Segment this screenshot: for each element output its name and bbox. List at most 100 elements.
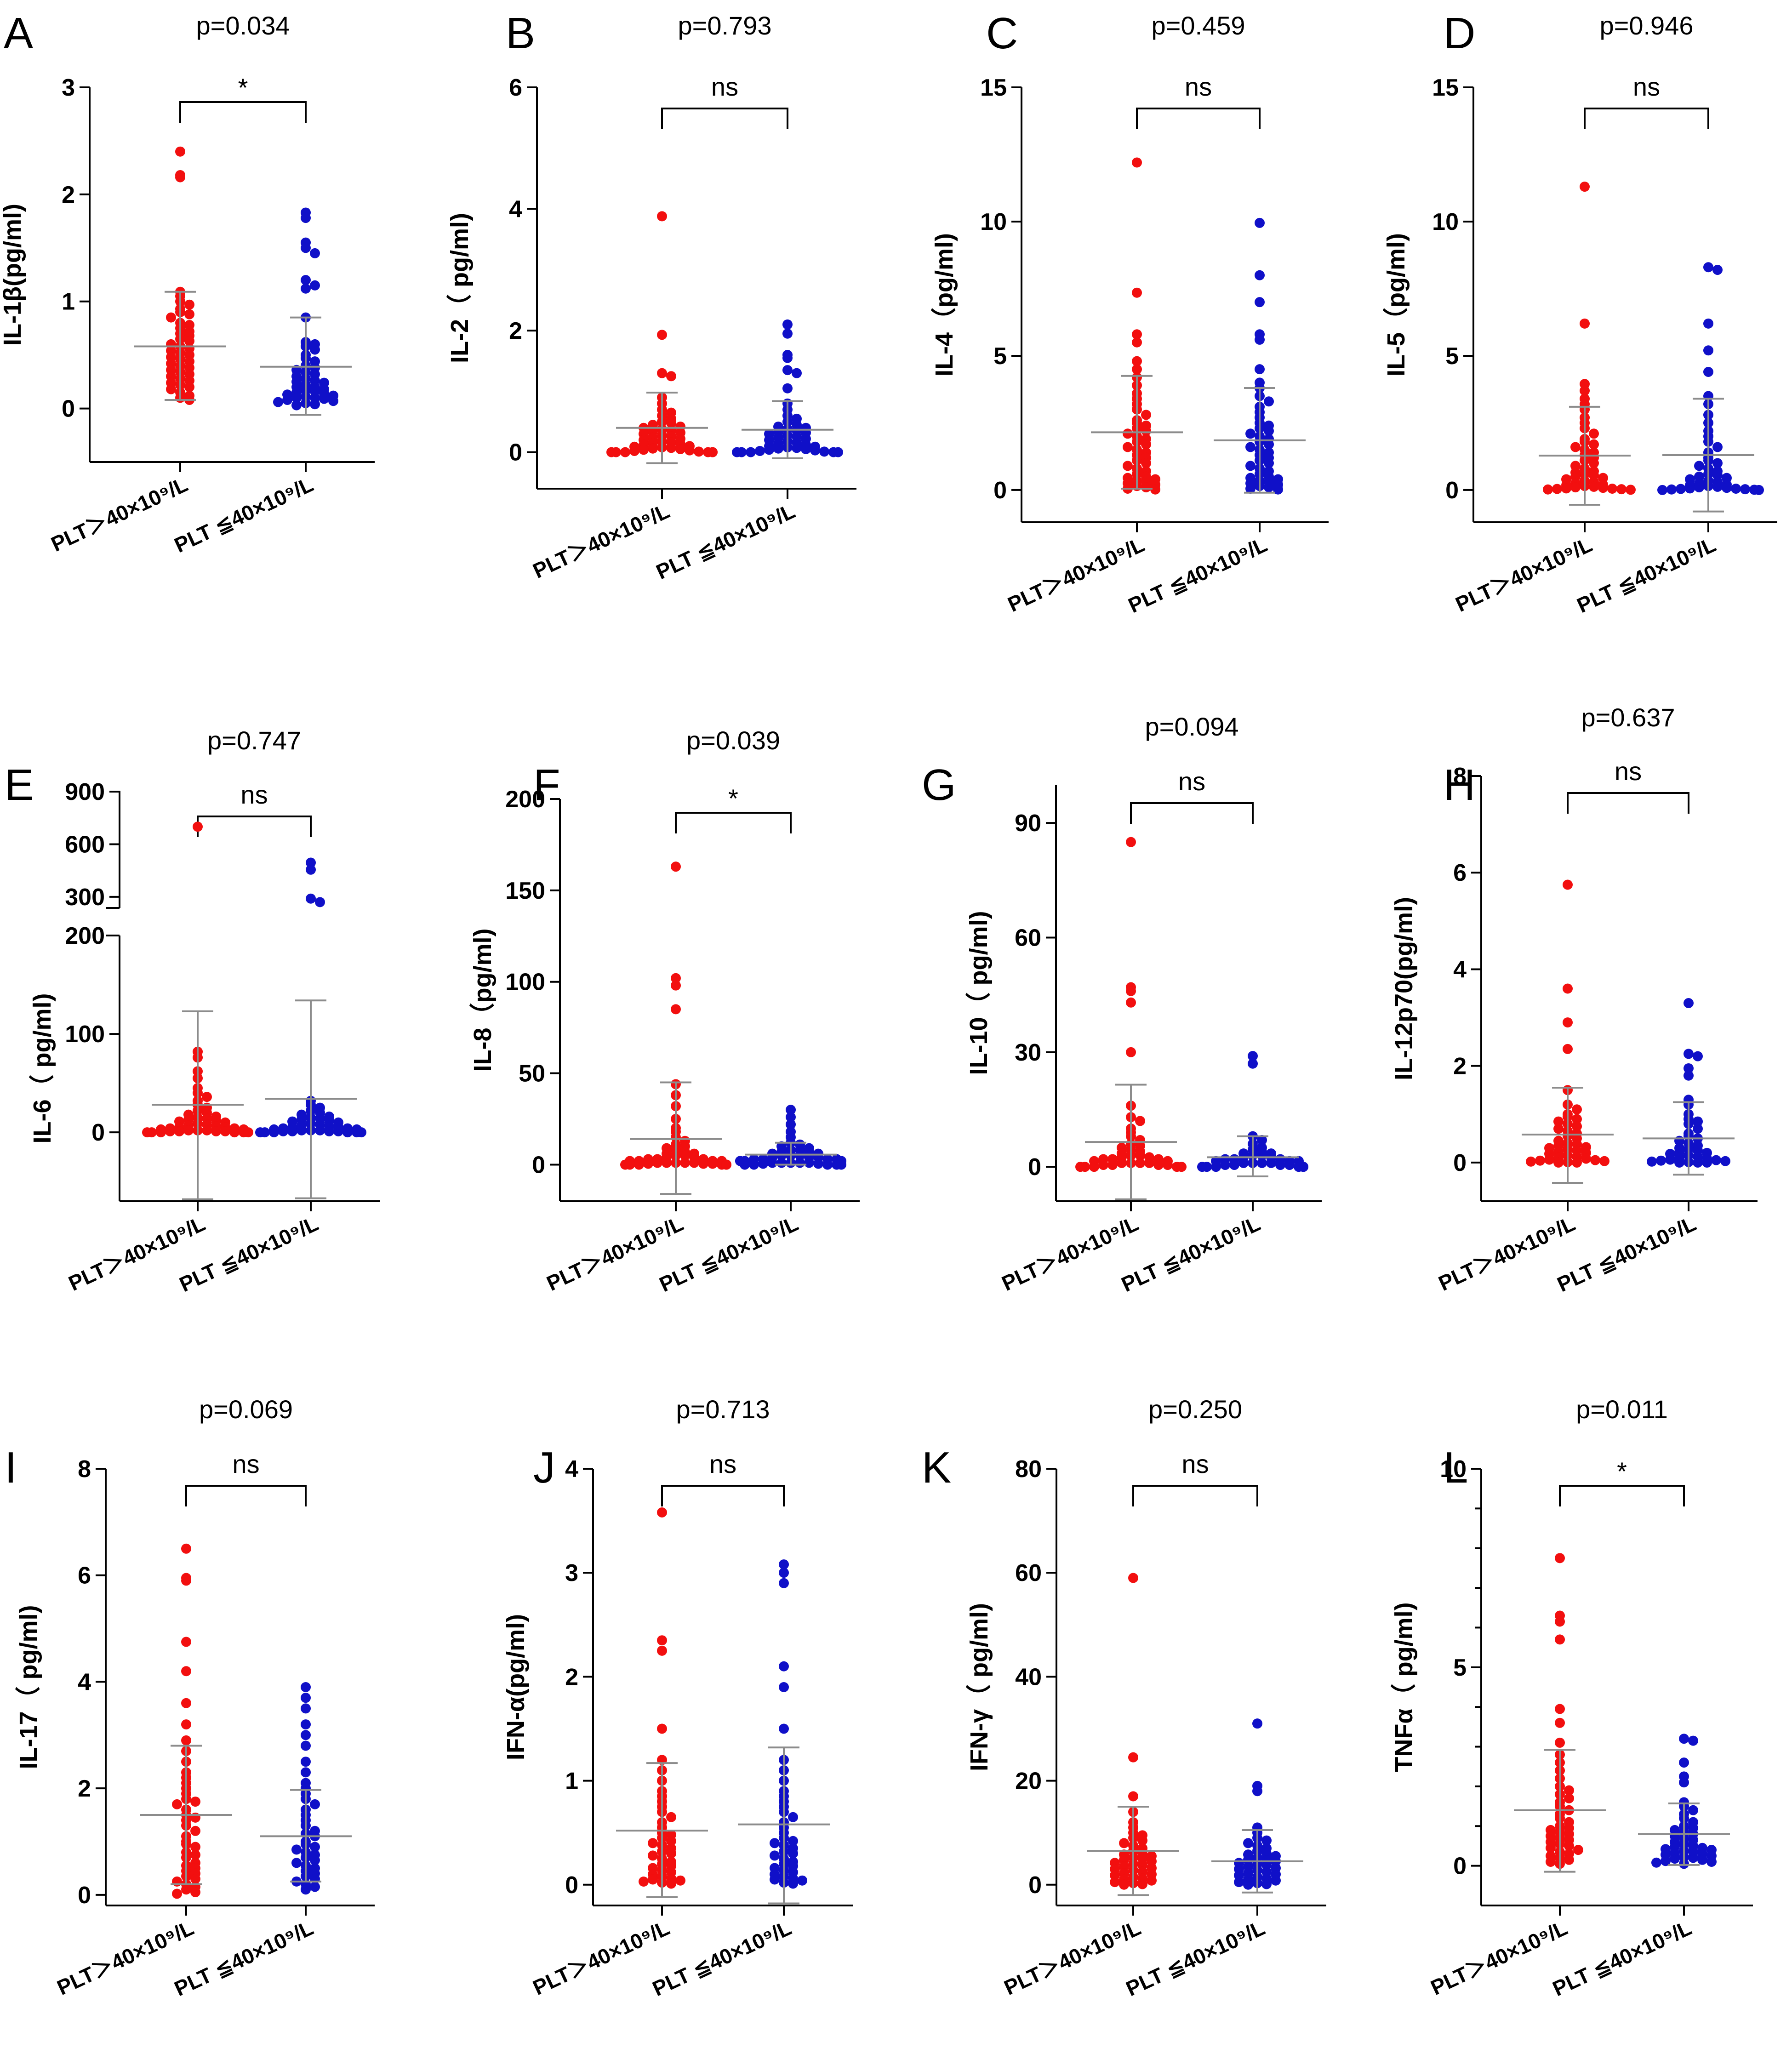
data-point [1553, 1157, 1564, 1168]
data-point [243, 1127, 253, 1138]
data-point [1153, 1160, 1164, 1170]
y-tick-label: 100 [505, 969, 545, 996]
x-category-label: PLT＞40×10⁹/L [998, 1211, 1142, 1295]
data-point [1245, 461, 1256, 471]
data-point [666, 1878, 676, 1889]
data-point [301, 1693, 311, 1703]
data-point [1570, 442, 1581, 452]
y-tick-label: 4 [1453, 956, 1467, 983]
x-category-label: PLT＞40×10⁹/L [1004, 532, 1148, 616]
y-axis-label: IL-2（ pg/ml) [446, 213, 474, 363]
panel-letter: A [4, 9, 33, 58]
data-point [310, 1855, 320, 1865]
data-point [779, 1682, 789, 1692]
data-point [694, 446, 704, 457]
data-point [190, 1849, 200, 1860]
data-point [620, 1159, 630, 1170]
y-tick-label: 2 [565, 1664, 578, 1690]
data-point [301, 1719, 311, 1730]
data-point [1688, 1735, 1698, 1746]
data-point [1255, 217, 1265, 228]
series-plt-below-40 [255, 857, 366, 1199]
y-tick-label: 200 [505, 786, 545, 813]
series-plt-below-40 [260, 207, 352, 416]
x-category-label: PLT ≦40×10⁹/L [171, 472, 317, 557]
significance-bracket [185, 1485, 307, 1506]
data-point [1141, 410, 1151, 420]
data-point [315, 897, 325, 907]
data-point [1661, 1856, 1671, 1866]
x-category-label: PLT＞40×10⁹/L [1427, 1916, 1571, 2000]
data-point [1580, 385, 1590, 396]
data-point [291, 1858, 302, 1868]
data-point [183, 1125, 194, 1135]
y-axis-label: IL-4（pg/ml) [930, 233, 958, 377]
p-value-label: p=0.946 [1600, 11, 1694, 40]
y-tick-label: 4 [78, 1669, 91, 1695]
data-point [1220, 1160, 1230, 1170]
significance-label: ns [1178, 767, 1205, 796]
data-point [1243, 1838, 1253, 1848]
data-point [1135, 1150, 1145, 1161]
significance-bracket [1132, 1485, 1258, 1506]
data-point [639, 1876, 649, 1887]
data-point [1298, 1162, 1308, 1172]
data-point [229, 1127, 240, 1138]
data-point [1243, 1879, 1253, 1890]
data-point [675, 444, 685, 455]
data-point [301, 1703, 311, 1714]
y-axis-label: IL-5（pg/ml) [1382, 233, 1410, 377]
data-point [657, 368, 667, 378]
data-point [1264, 482, 1274, 493]
data-point [1526, 1156, 1536, 1167]
data-point [746, 447, 756, 457]
data-point [291, 1844, 302, 1855]
data-point [1647, 1156, 1657, 1167]
significance-label: ns [1633, 72, 1660, 101]
panel-letter: K [922, 1443, 951, 1492]
y-tick-label: 6 [1453, 860, 1467, 886]
significance-bracket [1136, 108, 1261, 129]
y-tick-label: 6 [509, 74, 522, 101]
data-point [782, 319, 793, 330]
data-point [1126, 986, 1136, 996]
y-tick-label: 8 [78, 1456, 91, 1483]
y-tick-label: 3 [565, 1560, 578, 1586]
data-point [301, 275, 311, 285]
data-point [301, 1757, 311, 1767]
data-point [1580, 182, 1590, 192]
data-point [1555, 1616, 1565, 1627]
data-point [1234, 1877, 1244, 1888]
series-plt-below-40 [1211, 1718, 1303, 1894]
data-point [648, 1850, 658, 1861]
series-plt-below-40 [1657, 262, 1764, 513]
data-point [1075, 1162, 1085, 1172]
data-point [813, 1158, 823, 1169]
data-point [1546, 1857, 1556, 1867]
p-value-label: p=0.637 [1581, 703, 1675, 732]
data-point [1119, 1838, 1129, 1848]
data-point [1264, 458, 1274, 468]
data-point [810, 445, 820, 456]
data-point [301, 1730, 311, 1740]
data-point [788, 1878, 798, 1889]
data-point [1126, 837, 1136, 847]
data-point [1552, 484, 1562, 494]
data-point [606, 447, 616, 457]
significance-label: ns [1181, 1449, 1209, 1478]
y-tick-label: 6 [78, 1563, 91, 1589]
data-point [181, 1666, 191, 1677]
data-point [1688, 1805, 1698, 1815]
data-point [648, 443, 658, 454]
data-point [1132, 356, 1142, 366]
data-point [1264, 439, 1274, 450]
data-point [1089, 1162, 1099, 1172]
data-point [1141, 439, 1151, 450]
data-point [181, 1884, 191, 1895]
x-category-label: PLT＞40×10⁹/L [529, 499, 673, 583]
data-point [1740, 484, 1750, 495]
series-plt-above-40 [140, 1543, 232, 1899]
data-point [166, 384, 176, 394]
